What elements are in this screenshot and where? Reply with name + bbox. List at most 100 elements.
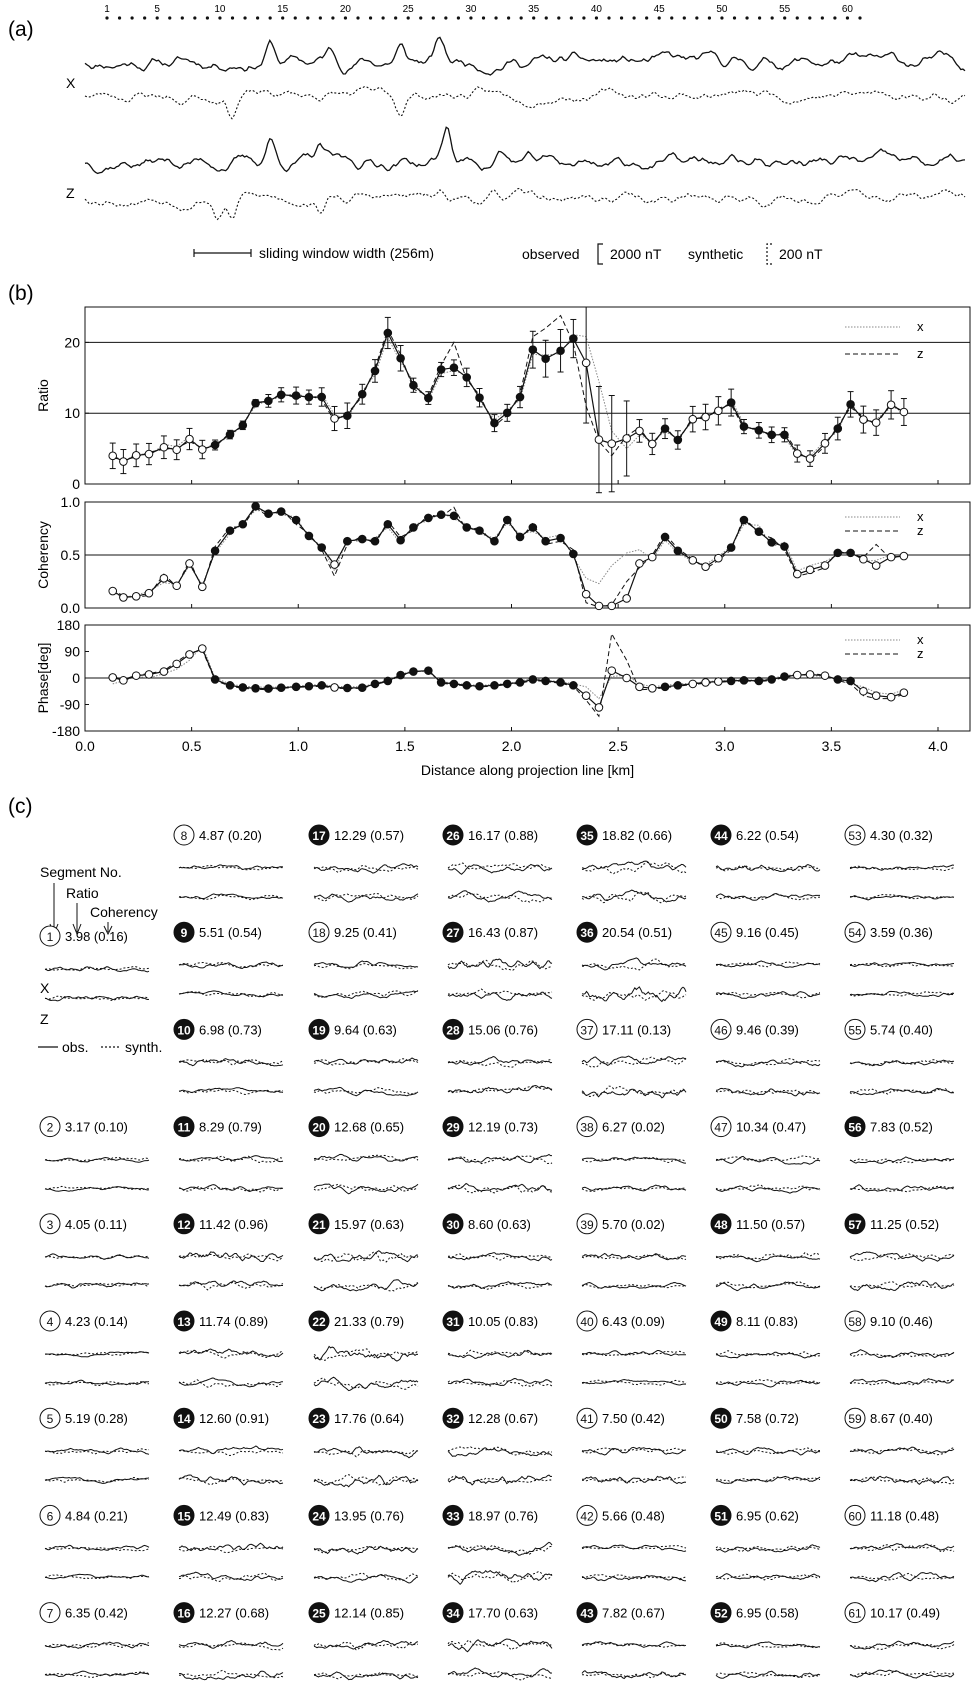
ratio-point [767, 430, 776, 440]
ratio-point [383, 328, 393, 338]
phase-point [238, 683, 248, 692]
segment-z-synthetic [715, 1089, 821, 1096]
coherency-point [370, 536, 380, 546]
segment-badge [710, 1504, 732, 1526]
segment-z-observed [313, 1474, 419, 1488]
segment-z-synthetic [44, 1282, 150, 1288]
segment-number: 20 [312, 1121, 326, 1135]
phase-point [871, 691, 881, 700]
segment-values: 3.59 (0.36) [870, 925, 933, 940]
segment-z-observed [581, 889, 687, 903]
segment-dot [833, 16, 837, 20]
segment-cell: 13 11.74 (0.89) [173, 1310, 284, 1388]
segment-dot [268, 16, 272, 20]
segment-number: 19 [312, 1023, 326, 1037]
ratio-point [607, 439, 617, 448]
segment-x-synthetic [849, 962, 955, 968]
phase-point [343, 683, 352, 693]
phase-point [225, 681, 235, 690]
ratio-point [647, 439, 657, 449]
segment-dot [193, 16, 197, 20]
phase-point [210, 675, 220, 684]
coherency-point [846, 548, 855, 558]
coherency-point [409, 523, 418, 532]
segment-tick-label: 15 [277, 4, 289, 15]
phase-point [714, 677, 723, 686]
segment-z-observed [178, 1184, 284, 1193]
phase-point [594, 703, 604, 712]
segment-z-synthetic [313, 892, 419, 902]
segment-z-synthetic [849, 1088, 955, 1095]
segment-x-observed [849, 1251, 955, 1262]
segment-cell: 60 11.18 (0.48) [844, 1504, 955, 1583]
segment-cell: 32 12.28 (0.67) [442, 1407, 553, 1486]
segment-values: 12.68 (0.65) [334, 1120, 404, 1135]
segment-number: 5 [47, 1412, 54, 1426]
segment-x-observed [44, 1544, 150, 1551]
segment-cell: 24 13.95 (0.76) [308, 1504, 419, 1584]
segment-z-observed [715, 892, 820, 901]
segment-badge [173, 1018, 195, 1040]
phase-point [317, 681, 327, 690]
segment-tick-label: 5 [154, 4, 160, 15]
coherency-point [515, 532, 525, 542]
phase-xtick-label: 3.5 [822, 738, 842, 754]
segment-cell: 51 6.95 (0.62) [710, 1504, 821, 1581]
segment-number: 45 [714, 926, 728, 940]
segment-tick-label: 35 [528, 4, 540, 15]
segment-z-observed [178, 1280, 284, 1287]
segment-dot [293, 16, 297, 20]
segment-x-observed [581, 1641, 687, 1648]
segment-dot [845, 16, 850, 20]
phase-point [688, 679, 698, 689]
segment-cell: 47 10.34 (0.47) [710, 1116, 821, 1194]
coherency-point [726, 543, 736, 552]
panel-b-charts: 01020Ratioxz0.00.51.0Coherencyxz-180-900… [35, 306, 971, 778]
coherency-point [159, 574, 169, 583]
coherency-point [792, 569, 802, 579]
ratio-point [436, 365, 446, 374]
segment-x-observed [849, 1156, 955, 1165]
segment-z-synthetic [715, 1184, 821, 1191]
segment-z-synthetic [313, 1572, 419, 1582]
segment-dot [594, 16, 599, 20]
segment-key: Segment No. Ratio Coherency X Z obs. syn… [38, 864, 162, 1055]
segment-z-synthetic [178, 1379, 283, 1388]
legend-x-label: x [917, 632, 924, 647]
segment-z-synthetic [715, 1379, 821, 1385]
segment-values: 17.11 (0.13) [602, 1022, 671, 1037]
segment-values: 9.64 (0.63) [334, 1022, 397, 1037]
segment-x-synthetic [849, 865, 955, 872]
ratio-point [635, 426, 644, 436]
coherency-point [647, 552, 657, 562]
segment-dot [368, 16, 373, 20]
segment-x-observed [44, 1253, 150, 1260]
segment-tick-labels: 1 5 10 15 20 25 30 35 40 45 50 55 60 [104, 4, 853, 15]
phase-ytick-label: 0 [72, 670, 80, 686]
segment-number: 52 [714, 1607, 728, 1621]
segment-badge [308, 1116, 330, 1138]
segment-dot [130, 16, 134, 20]
phase-point [370, 679, 380, 689]
segment-x-synthetic [313, 865, 419, 873]
segment-badge [710, 1116, 732, 1138]
segment-z-synthetic [581, 1283, 687, 1290]
segment-z-synthetic [447, 1283, 553, 1290]
coherency-point [357, 534, 367, 544]
segment-values: 12.27 (0.68) [199, 1606, 269, 1621]
segment-x-synthetic [849, 1253, 955, 1262]
segment-x-synthetic [178, 1450, 284, 1457]
segment-dot [117, 16, 122, 20]
phase-point [792, 670, 802, 680]
trace-x-synthetic [84, 86, 966, 120]
segment-badge [442, 1310, 464, 1332]
ratio-point [304, 392, 314, 402]
segment-x-observed [715, 863, 821, 873]
ratio-point [886, 400, 896, 410]
panel-label-a: (a) [8, 18, 34, 41]
segment-z-synthetic [448, 891, 553, 903]
ratio-point [660, 424, 670, 433]
segment-badge [576, 1407, 598, 1429]
segment-number: 50 [714, 1412, 728, 1426]
segment-number: 34 [446, 1607, 460, 1621]
